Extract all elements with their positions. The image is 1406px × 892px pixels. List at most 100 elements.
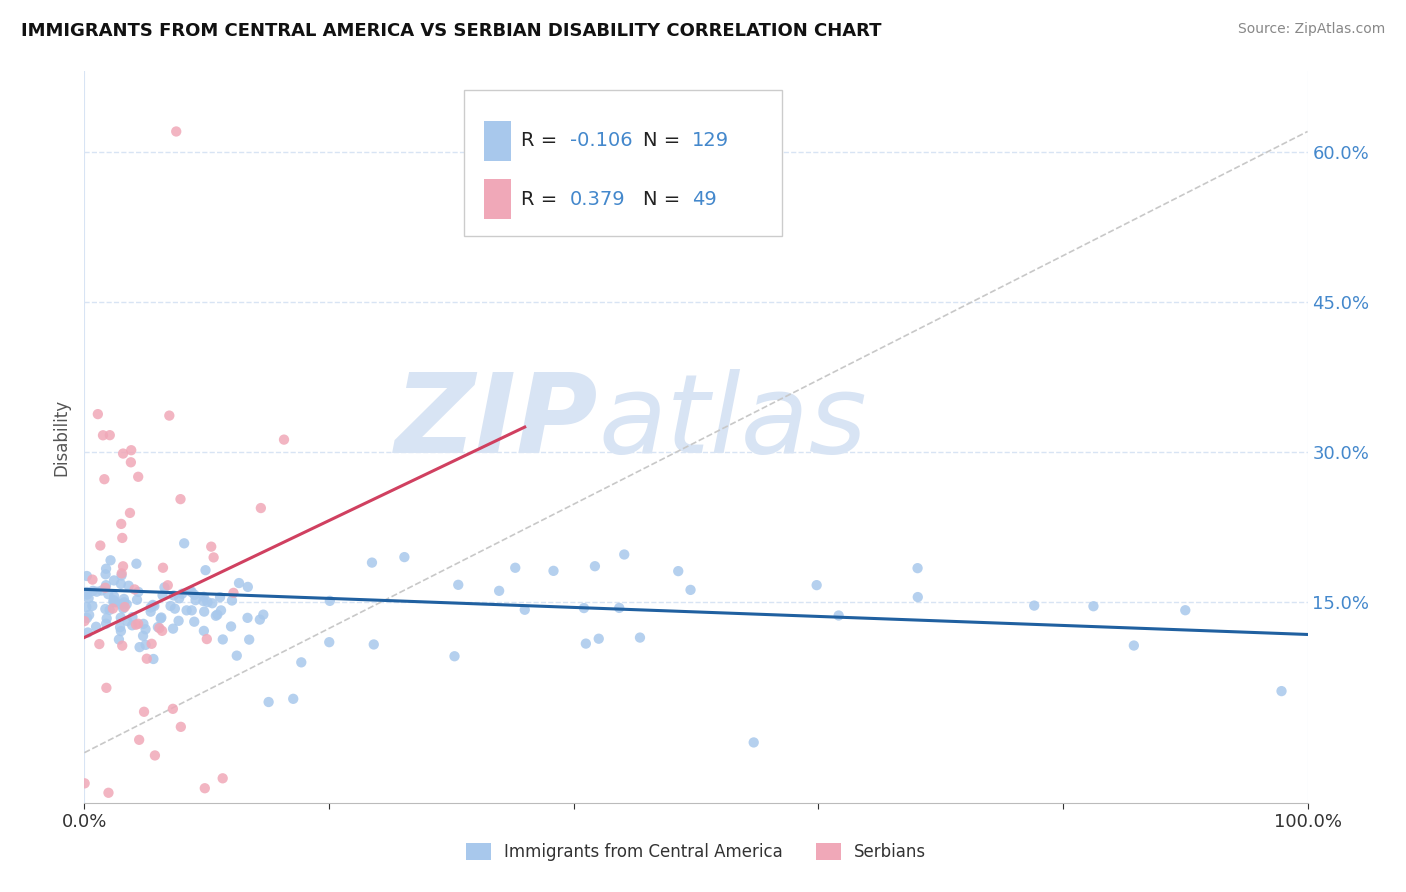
Point: [142, 652, 165, 666]
Text: atlas: atlas: [598, 369, 866, 476]
Point: [84, 620, 107, 634]
Point: [394, 550, 416, 565]
Point: [195, 632, 218, 646]
Point: [907, 561, 929, 575]
Point: [141, 637, 163, 651]
Point: [666, 564, 689, 578]
Point: [513, 603, 536, 617]
Point: [193, 624, 215, 638]
Point: [572, 601, 595, 615]
Point: [173, 536, 195, 550]
Point: [205, 608, 228, 623]
Point: [76, 611, 98, 625]
Point: [111, 531, 134, 545]
Point: [197, 595, 219, 609]
Point: [183, 588, 205, 602]
Point: [132, 705, 155, 719]
Point: [1122, 639, 1144, 653]
Point: [1024, 599, 1046, 613]
Point: [110, 516, 132, 531]
Point: [209, 603, 232, 617]
Point: [150, 624, 173, 638]
Point: [613, 548, 636, 562]
Point: [132, 629, 155, 643]
Point: [806, 578, 828, 592]
Point: [139, 605, 162, 619]
Point: [96, 681, 118, 695]
Point: [76, 585, 98, 599]
Point: [110, 577, 132, 591]
Point: [290, 656, 312, 670]
Text: 49: 49: [692, 190, 717, 209]
Point: [89, 539, 111, 553]
Point: [447, 578, 470, 592]
Point: [202, 550, 225, 565]
Point: [361, 556, 384, 570]
Point: [211, 772, 233, 786]
Text: Source: ZipAtlas.com: Source: ZipAtlas.com: [1237, 22, 1385, 37]
Point: [120, 443, 142, 458]
Point: [110, 568, 132, 582]
Point: [162, 702, 184, 716]
Point: [588, 632, 610, 646]
Point: [159, 599, 181, 613]
Point: [827, 608, 849, 623]
Point: [124, 582, 146, 597]
Point: [163, 601, 186, 615]
Point: [77, 591, 100, 606]
Point: [167, 591, 190, 606]
Point: [194, 781, 217, 796]
Point: [679, 582, 702, 597]
Point: [97, 587, 120, 601]
Legend: Immigrants from Central America, Serbians: Immigrants from Central America, Serbian…: [458, 836, 934, 868]
Point: [110, 598, 132, 612]
Point: [128, 640, 150, 654]
Text: R =: R =: [522, 190, 564, 209]
Point: [249, 613, 271, 627]
Point: [503, 561, 526, 575]
Point: [169, 492, 191, 507]
Point: [319, 594, 342, 608]
Point: [111, 566, 134, 581]
Point: [1083, 599, 1105, 614]
Point: [152, 560, 174, 574]
Point: [121, 618, 143, 632]
Point: [250, 501, 273, 516]
Point: [183, 615, 205, 629]
Point: [125, 557, 148, 571]
Point: [90, 583, 112, 598]
Point: [112, 446, 135, 460]
Point: [135, 638, 157, 652]
Point: [94, 567, 117, 582]
Point: [1174, 603, 1197, 617]
Point: [127, 470, 149, 484]
Point: [94, 562, 117, 576]
Point: [108, 620, 131, 634]
Text: 129: 129: [692, 131, 730, 151]
Point: [225, 648, 247, 663]
Text: N =: N =: [644, 131, 688, 151]
Point: [167, 614, 190, 628]
Point: [100, 553, 122, 567]
Point: [176, 603, 198, 617]
Point: [96, 611, 118, 625]
Point: [180, 584, 202, 599]
Point: [110, 624, 132, 639]
FancyBboxPatch shape: [464, 89, 782, 235]
Text: IMMIGRANTS FROM CENTRAL AMERICA VS SERBIAN DISABILITY CORRELATION CHART: IMMIGRANTS FROM CENTRAL AMERICA VS SERBI…: [21, 22, 882, 40]
Point: [103, 574, 125, 588]
Point: [94, 581, 117, 595]
Point: [121, 610, 143, 624]
Point: [443, 649, 465, 664]
Point: [257, 695, 280, 709]
Point: [172, 587, 194, 601]
Point: [76, 569, 98, 583]
Point: [165, 124, 187, 138]
Text: 0.379: 0.379: [569, 190, 626, 209]
FancyBboxPatch shape: [484, 120, 512, 161]
Point: [149, 611, 172, 625]
Point: [148, 621, 170, 635]
Point: [163, 589, 186, 603]
Point: [583, 559, 606, 574]
Point: [103, 595, 125, 609]
